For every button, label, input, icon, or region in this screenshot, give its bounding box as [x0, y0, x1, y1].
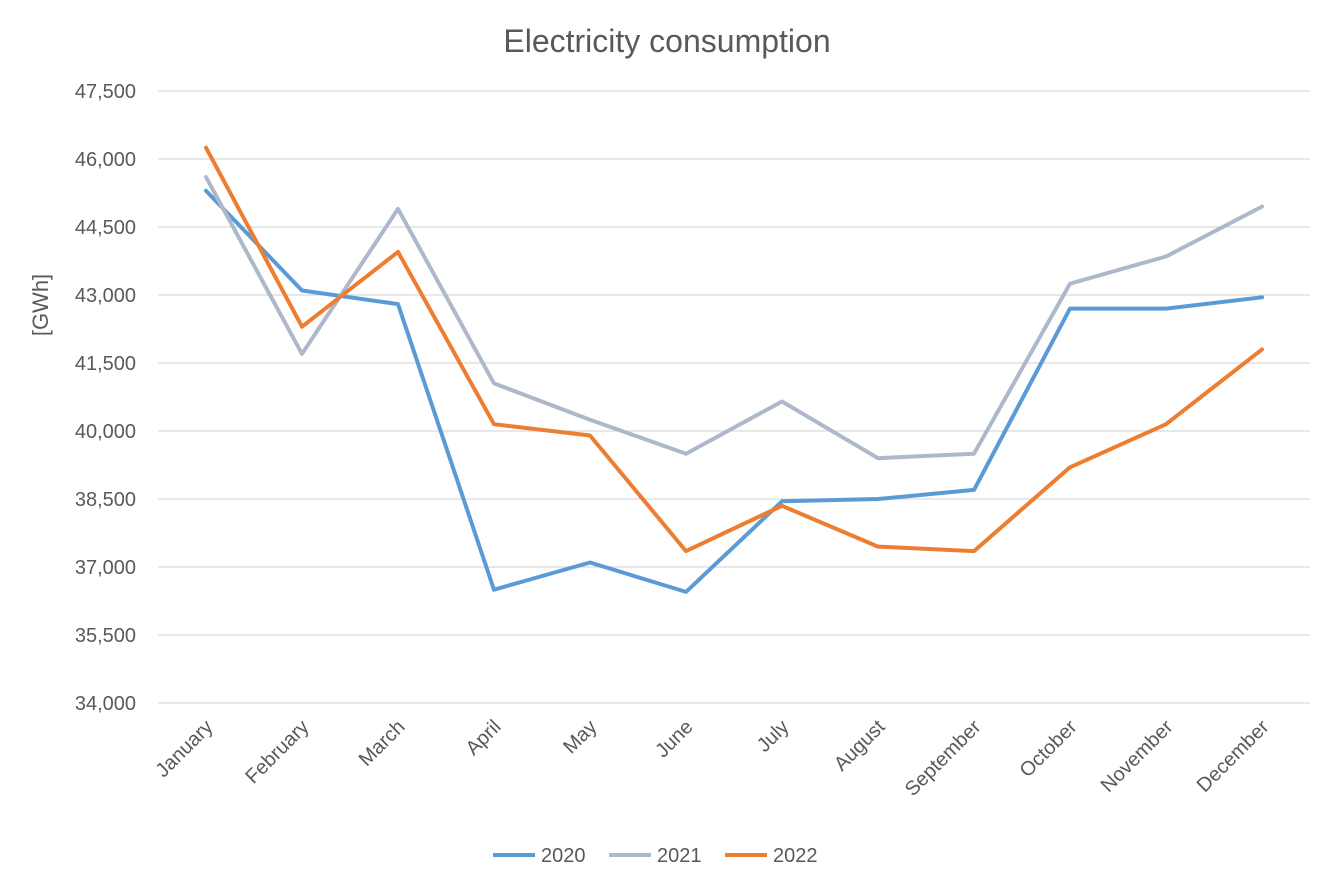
y-tick-label: 35,500 [75, 625, 136, 647]
legend-label: 2022 [773, 845, 818, 867]
x-tick-label: July [753, 716, 794, 757]
x-tick-label: October [1016, 716, 1082, 782]
x-tick-label: December [1193, 716, 1274, 797]
legend-item-2020: 2020 [493, 845, 586, 867]
y-tick-label: 44,500 [75, 217, 136, 239]
y-tick-label: 43,000 [75, 285, 136, 307]
y-tick-label: 47,500 [75, 81, 136, 103]
y-tick-label: 40,000 [75, 421, 136, 443]
x-tick-label: March [355, 716, 410, 771]
x-tick-label: January [152, 716, 218, 782]
series-line-2021 [204, 175, 1264, 461]
gridlines [158, 90, 1310, 704]
x-tick-label: April [462, 716, 506, 760]
x-tick-label: May [559, 716, 601, 758]
x-tick-label: November [1097, 716, 1178, 797]
chart-title: Electricity consumption [503, 23, 830, 59]
legend: 2020 2021 2022 [493, 845, 818, 867]
x-tick-label: June [651, 716, 697, 762]
series-line-2020 [204, 188, 1264, 594]
legend-item-2021: 2021 [609, 845, 702, 867]
y-axis-title: [GWh] [28, 274, 53, 336]
y-axis-ticks: 34,000 35,500 37,000 38,500 40,000 41,500 43,0… [75, 81, 136, 715]
x-tick-label: August [830, 716, 890, 776]
y-tick-label: 34,000 [75, 693, 136, 715]
y-tick-label: 38,500 [75, 489, 136, 511]
x-tick-label: September [901, 716, 986, 801]
y-tick-label: 41,500 [75, 353, 136, 375]
series-line-2022 [204, 145, 1264, 554]
x-tick-label: February [241, 716, 313, 788]
y-tick-label: 46,000 [75, 149, 136, 171]
legend-label: 2020 [541, 845, 586, 867]
y-tick-label: 37,000 [75, 557, 136, 579]
series-lines [204, 145, 1264, 594]
legend-item-2022: 2022 [725, 845, 818, 867]
legend-label: 2021 [657, 845, 702, 867]
x-axis-ticks: January February March April May June July Augu… [152, 716, 1274, 801]
